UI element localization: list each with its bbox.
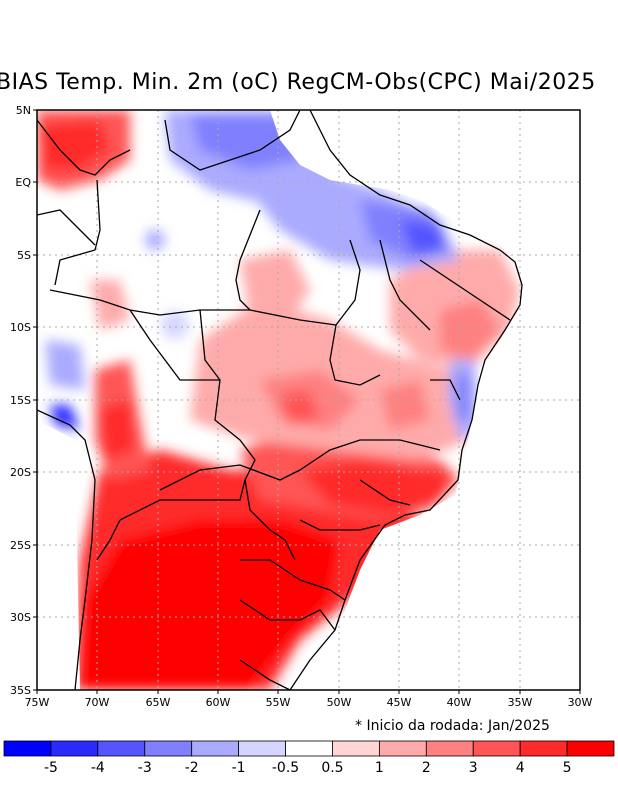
colorbar-label: 1 [375,760,384,776]
lat-tick-label: 35S [10,684,31,697]
colorbar-swatch [191,740,240,757]
lat-tick-label: 5N [16,104,31,117]
colorbar-label: -0.5 [272,760,299,776]
colorbar-swatch [97,740,146,757]
colorbar-label: -3 [138,760,152,776]
lon-tick-label: 55W [266,696,291,709]
country-borders [37,110,523,690]
lon-tick-label: 45W [387,696,412,709]
colorbar-swatch [50,740,99,757]
colorbar-swatch [238,740,286,757]
colorbar: -5 -4 -3 -2 -1 -0.5 0.5 1 2 3 4 5 [3,740,615,776]
colorbar-swatch [425,740,474,757]
colorbar-swatch [378,740,427,757]
lat-tick-label: 15S [10,394,31,407]
colorbar-swatch [144,740,193,757]
lat-tick-label: 20S [10,466,31,479]
lon-tick-label: 35W [508,696,533,709]
lon-tick-label: 70W [85,696,110,709]
lat-tick-label: EQ [15,176,31,189]
lon-tick-label: 40W [447,696,472,709]
lon-tick-label: 30W [568,696,593,709]
colorbar-swatch [519,740,568,757]
lon-axis [36,690,581,694]
colorbar-label: -5 [44,760,58,776]
lon-tick-label: 75W [25,696,50,709]
map-title-text: BIAS Temp. Min. 2m (oC) RegCM-Obs(CPC) M… [0,70,596,95]
run-start-note: * Inicio da rodada: Jan/2025 [355,718,550,734]
lat-axis [33,109,37,691]
colorbar-swatch [472,740,521,757]
colorbar-label: 3 [469,760,478,776]
colorbar-label: -2 [185,760,199,776]
colorbar-label: 5 [563,760,572,776]
colorbar-label: -4 [91,760,105,776]
colorbar-swatch [3,740,52,757]
colorbar-swatch [566,740,615,757]
lon-tick-label: 50W [327,696,352,709]
lat-tick-label: 10S [10,321,31,334]
lat-tick-label: 5S [17,249,31,262]
colorbar-label: -1 [232,760,246,776]
lat-tick-label: 30S [10,611,31,624]
colorbar-label: 0.5 [321,760,343,776]
lon-tick-label: 65W [146,696,171,709]
lon-tick-label: 60W [206,696,231,709]
colorbar-swatch [332,740,380,757]
colorbar-label: 2 [422,760,431,776]
colorbar-swatch [285,740,333,757]
colorbar-label: 4 [516,760,525,776]
lat-tick-label: 25S [10,539,31,552]
